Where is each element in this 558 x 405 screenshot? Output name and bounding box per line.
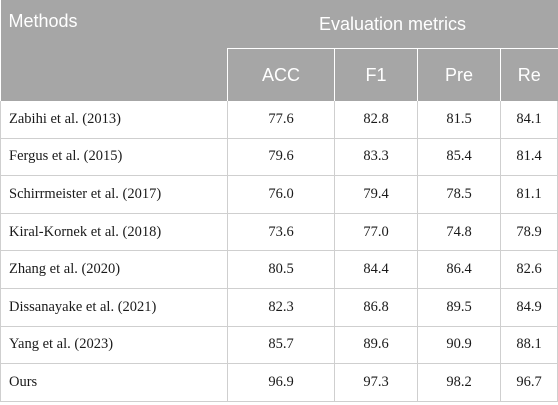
table-body: Zabihi et al. (2013) 77.6 82.8 81.5 84.1… xyxy=(0,101,558,402)
acc-cell: 96.9 xyxy=(227,363,335,402)
f1-cell: 89.6 xyxy=(334,326,418,365)
method-cell: Ours xyxy=(0,363,228,402)
metric-header-acc: ACC xyxy=(227,48,335,101)
method-cell: Zabihi et al. (2013) xyxy=(0,101,228,139)
pre-cell: 81.5 xyxy=(417,101,501,139)
re-cell: 82.6 xyxy=(500,250,558,289)
pre-cell: 98.2 xyxy=(417,363,501,402)
metric-header-pre: Pre xyxy=(417,48,501,101)
table-row: Schirrmeister et al. (2017) 76.0 79.4 78… xyxy=(0,175,558,214)
method-cell: Yang et al. (2023) xyxy=(0,326,228,365)
pre-cell: 85.4 xyxy=(417,138,501,177)
method-cell: Zhang et al. (2020) xyxy=(0,250,228,289)
pre-cell: 86.4 xyxy=(417,250,501,289)
pre-cell: 78.5 xyxy=(417,175,501,214)
table-row: Fergus et al. (2015) 79.6 83.3 85.4 81.4 xyxy=(0,138,558,177)
table-header: Methods Evaluation metrics ACC F1 Pre Re xyxy=(0,0,558,101)
f1-cell: 82.8 xyxy=(334,101,418,139)
table-row: Zhang et al. (2020) 80.5 84.4 86.4 82.6 xyxy=(0,250,558,289)
f1-cell: 79.4 xyxy=(334,175,418,214)
f1-cell: 77.0 xyxy=(334,213,418,252)
acc-cell: 76.0 xyxy=(227,175,335,214)
metric-header-re: Re xyxy=(500,48,558,101)
acc-cell: 85.7 xyxy=(227,326,335,365)
re-cell: 81.4 xyxy=(500,138,558,177)
table-row: Yang et al. (2023) 85.7 89.6 90.9 88.1 xyxy=(0,326,558,365)
re-cell: 78.9 xyxy=(500,213,558,252)
table-row: Dissanayake et al. (2021) 82.3 86.8 89.5… xyxy=(0,288,558,327)
evaluation-metrics-header: Evaluation metrics xyxy=(227,0,558,49)
method-cell: Dissanayake et al. (2021) xyxy=(0,288,228,327)
method-cell: Kiral-Kornek et al. (2018) xyxy=(0,213,228,252)
re-cell: 88.1 xyxy=(500,326,558,365)
table-row: Ours 96.9 97.3 98.2 96.7 xyxy=(0,363,558,402)
methods-header: Methods xyxy=(0,0,228,101)
method-cell: Fergus et al. (2015) xyxy=(0,138,228,177)
f1-cell: 97.3 xyxy=(334,363,418,402)
pre-cell: 89.5 xyxy=(417,288,501,327)
table-row: Zabihi et al. (2013) 77.6 82.8 81.5 84.1 xyxy=(0,101,558,139)
f1-cell: 84.4 xyxy=(334,250,418,289)
pre-cell: 90.9 xyxy=(417,326,501,365)
f1-cell: 86.8 xyxy=(334,288,418,327)
acc-cell: 79.6 xyxy=(227,138,335,177)
acc-cell: 77.6 xyxy=(227,101,335,139)
pre-cell: 74.8 xyxy=(417,213,501,252)
method-cell: Schirrmeister et al. (2017) xyxy=(0,175,228,214)
table-row: Kiral-Kornek et al. (2018) 73.6 77.0 74.… xyxy=(0,213,558,252)
acc-cell: 80.5 xyxy=(227,250,335,289)
f1-cell: 83.3 xyxy=(334,138,418,177)
acc-cell: 82.3 xyxy=(227,288,335,327)
re-cell: 84.1 xyxy=(500,101,558,139)
re-cell: 84.9 xyxy=(500,288,558,327)
re-cell: 81.1 xyxy=(500,175,558,214)
metric-header-f1: F1 xyxy=(334,48,418,101)
re-cell: 96.7 xyxy=(500,363,558,402)
acc-cell: 73.6 xyxy=(227,213,335,252)
